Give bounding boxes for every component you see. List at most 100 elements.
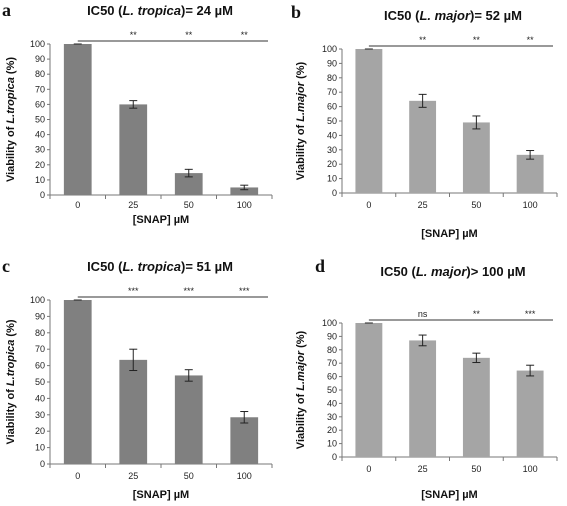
chart-title-italic: L. major (419, 8, 471, 23)
x-tick-label: 25 (418, 464, 428, 474)
y-axis-title-post: (%) (295, 330, 307, 351)
bar-25 (119, 104, 148, 195)
x-tick-label: 100 (237, 200, 252, 210)
y-axis-title-pre: Viability of (5, 124, 17, 182)
x-tick-label: 25 (128, 200, 138, 210)
y-tick-label: 10 (327, 174, 337, 184)
significance-label: *** (525, 309, 536, 319)
x-axis-title: [SNAP] µM (421, 489, 477, 501)
y-axis-title: Viability of L.tropica (%) (5, 319, 17, 444)
chart-title-post: )= 24 µM (181, 3, 233, 18)
y-tick-label: 60 (327, 372, 337, 382)
significance-label: *** (128, 286, 139, 296)
y-tick-label: 60 (35, 99, 45, 109)
y-tick-label: 40 (35, 393, 45, 403)
y-tick-label: 50 (327, 385, 337, 395)
chart-title-post: )= 51 µM (181, 259, 233, 274)
y-tick-label: 100 (30, 39, 45, 49)
bar-0 (63, 44, 92, 195)
significance-label: ** (130, 30, 138, 40)
bar-100 (230, 417, 259, 464)
panel-letter-a: a (2, 0, 11, 20)
chart-title-italic: L. major (416, 264, 468, 279)
y-tick-label: 20 (35, 160, 45, 170)
bar-50 (462, 357, 490, 457)
chart-title: IC50 (L. major)= 52 µM (384, 8, 522, 23)
significance-label: *** (239, 286, 250, 296)
y-tick-label: 70 (35, 344, 45, 354)
chart-title: IC50 (L. tropica)= 24 µM (87, 3, 233, 18)
y-tick-label: 10 (35, 443, 45, 453)
y-axis-title: Viability of L.tropica (%) (5, 57, 17, 182)
significance-label: *** (183, 286, 194, 296)
y-tick-label: 20 (35, 426, 45, 436)
x-tick-label: 25 (418, 200, 428, 210)
significance-label: ns (418, 309, 428, 319)
y-tick-label: 40 (327, 130, 337, 140)
chart-d-svg: IC50 (L. major)> 100 µM 0 10 20 30 40 50 60 70 80… (295, 264, 558, 501)
chart-a-svg: IC50 (L. tropica)= 24 µM 0 10 20 30 40 50 60 70 8… (5, 3, 273, 226)
y-axis-title: Viability of L.major (%) (295, 330, 307, 449)
bar-25 (119, 359, 148, 464)
x-tick-label: 50 (471, 464, 481, 474)
bar-25 (409, 340, 437, 457)
y-tick-label: 80 (35, 328, 45, 338)
x-tick-label: 25 (128, 471, 138, 481)
y-tick-label: 60 (327, 102, 337, 112)
chart-panel-a: a IC50 (L. tropica)= 24 µM 0 10 20 30 40 50 60 7… (0, 0, 280, 226)
x-tick-label: 0 (366, 200, 371, 210)
bar-100 (516, 154, 544, 193)
chart-title-pre: IC50 ( (87, 259, 123, 274)
chart-panel-b: b IC50 (L. major)= 52 µM 0 10 20 30 40 50 60 70 8… (285, 0, 567, 250)
y-axis-title-pre: Viability of (295, 122, 307, 180)
y-tick-label: 90 (35, 311, 45, 321)
x-axis-title: [SNAP] µM (133, 489, 189, 501)
chart-title-italic: L. tropica (122, 259, 181, 274)
y-axis-title-italic: L.major (295, 81, 307, 121)
y-axis-title-pre: Viability of (295, 391, 307, 449)
significance-label: ** (473, 309, 481, 319)
y-tick-label: 30 (35, 410, 45, 420)
chart-panel-c: c IC50 (L. tropica)= 51 µM 0 10 20 30 40 50 60 7… (0, 250, 280, 506)
chart-c-svg: IC50 (L. tropica)= 51 µM 0 10 20 30 40 50 60 70 8… (5, 259, 273, 501)
x-tick-label: 100 (237, 471, 252, 481)
x-tick-label: 50 (471, 200, 481, 210)
panel-letter-d: d (315, 256, 326, 276)
x-tick-label: 100 (523, 464, 538, 474)
significance-label: ** (185, 30, 193, 40)
chart-title-pre: IC50 ( (87, 3, 123, 18)
y-axis-title-post: (%) (295, 61, 307, 82)
y-tick-label: 30 (35, 145, 45, 155)
panel-letter-b: b (291, 2, 302, 22)
y-tick-label: 70 (327, 87, 337, 97)
y-tick-label: 90 (327, 331, 337, 341)
y-axis-title-italic: L.tropica (5, 340, 17, 386)
y-tick-label: 70 (327, 358, 337, 368)
x-tick-label: 0 (75, 200, 80, 210)
bar-100 (516, 370, 544, 457)
y-axis-title-pre: Viability of (5, 386, 17, 444)
x-tick-label: 100 (523, 200, 538, 210)
bar-50 (174, 173, 203, 195)
x-tick-label: 50 (184, 200, 194, 210)
bar-0 (63, 300, 92, 464)
x-tick-label: 0 (75, 471, 80, 481)
chart-title-pre: IC50 ( (380, 264, 416, 279)
y-tick-label: 10 (35, 175, 45, 185)
significance-label: ** (527, 35, 535, 45)
chart-title-post: )= 52 µM (470, 8, 522, 23)
x-tick-label: 50 (184, 471, 194, 481)
significance-label: ** (473, 35, 481, 45)
chart-title-pre: IC50 ( (384, 8, 420, 23)
y-tick-label: 20 (327, 425, 337, 435)
panel-letter-c: c (2, 256, 10, 276)
bar-50 (174, 375, 203, 464)
y-tick-label: 30 (327, 412, 337, 422)
y-tick-label: 50 (35, 377, 45, 387)
y-tick-label: 80 (327, 73, 337, 83)
y-tick-label: 80 (35, 69, 45, 79)
y-tick-label: 100 (30, 295, 45, 305)
y-tick-label: 40 (35, 130, 45, 140)
y-axis-title: Viability of L.major (%) (295, 61, 307, 180)
chart-panel-d: d IC50 (L. major)> 100 µM 0 10 20 30 40 50 60 70… (285, 250, 567, 506)
